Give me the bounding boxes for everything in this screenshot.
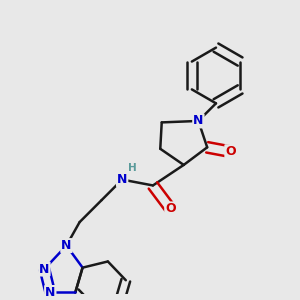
Text: N: N bbox=[39, 262, 50, 275]
Text: H: H bbox=[128, 164, 137, 173]
Text: N: N bbox=[193, 114, 204, 128]
Text: N: N bbox=[45, 286, 56, 299]
Text: N: N bbox=[117, 173, 127, 186]
Text: N: N bbox=[61, 239, 72, 252]
Text: O: O bbox=[165, 202, 176, 215]
Text: O: O bbox=[225, 145, 236, 158]
